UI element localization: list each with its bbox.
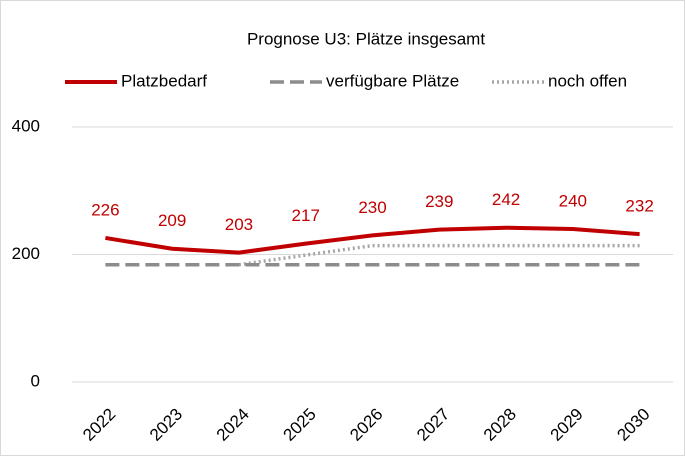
series-line xyxy=(238,243,640,267)
chart-title: Prognose U3: Plätze insgesamt xyxy=(247,29,485,48)
data-label: 230 xyxy=(358,198,386,217)
y-tick-label: 400 xyxy=(12,116,40,135)
data-label: 226 xyxy=(91,200,119,219)
data-label: 203 xyxy=(225,215,253,234)
y-tick-label: 0 xyxy=(31,371,40,390)
legend-label: noch offen xyxy=(548,71,627,90)
data-label: 209 xyxy=(158,211,186,230)
data-label: 217 xyxy=(292,206,320,225)
legend-label: Platzbedarf xyxy=(121,71,207,90)
data-label: 239 xyxy=(425,192,453,211)
series-line xyxy=(105,225,640,255)
data-label: 242 xyxy=(492,190,520,209)
data-label: 232 xyxy=(625,197,653,216)
legend-label: verfügbare Plätze xyxy=(326,71,459,90)
data-label: 240 xyxy=(559,191,587,210)
y-tick-label: 200 xyxy=(12,244,40,263)
